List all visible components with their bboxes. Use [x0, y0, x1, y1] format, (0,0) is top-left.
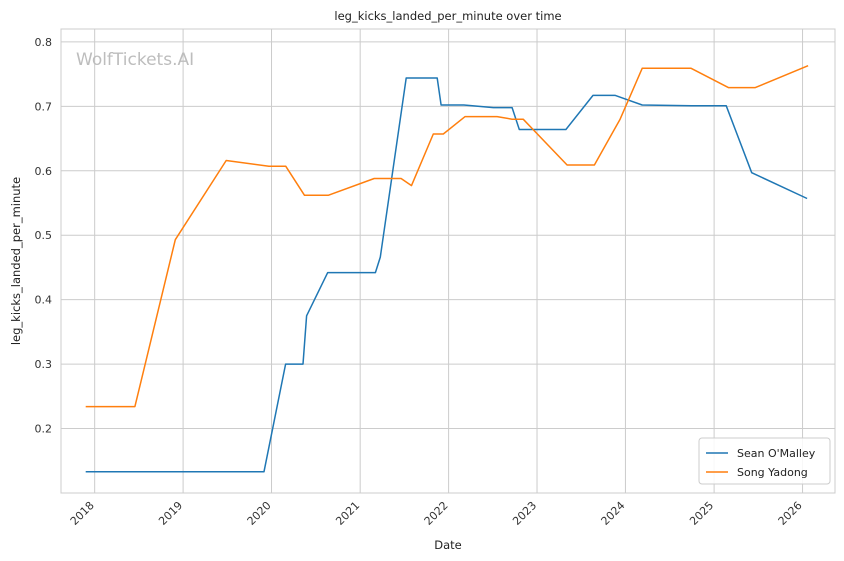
legend: Sean O'Malley Song Yadong	[698, 437, 831, 485]
y-tick-label: 0.7	[35, 100, 53, 113]
legend-box	[698, 437, 831, 485]
series-line-0	[85, 77, 808, 473]
plot-frame	[60, 28, 836, 494]
watermark: WolfTickets.AI	[76, 50, 194, 70]
y-tick-label: 0.8	[35, 36, 53, 49]
legend-label-1: Song Yadong	[737, 466, 808, 479]
y-tick-label: 0.3	[35, 358, 53, 371]
x-axis-label: Date	[434, 538, 462, 552]
y-tick-label: 0.2	[35, 423, 53, 436]
chart-title: leg_kicks_landed_per_minute over time	[334, 9, 561, 23]
y-tick-label: 0.5	[35, 229, 53, 242]
series-lines	[85, 65, 809, 473]
x-tick-labels: 2018 2019 2020 2021 2022 2023 2024 2025 2026	[68, 499, 805, 528]
y-tick-labels: 0.2 0.3 0.4 0.5 0.6 0.7 0.8	[35, 36, 53, 436]
grid-lines	[61, 29, 835, 493]
y-tick-label: 0.4	[35, 294, 53, 307]
series-line-1	[85, 65, 809, 408]
y-tick-label: 0.6	[35, 165, 53, 178]
legend-label-0: Sean O'Malley	[737, 447, 816, 460]
y-axis-label: leg_kicks_landed_per_minute	[9, 177, 23, 345]
